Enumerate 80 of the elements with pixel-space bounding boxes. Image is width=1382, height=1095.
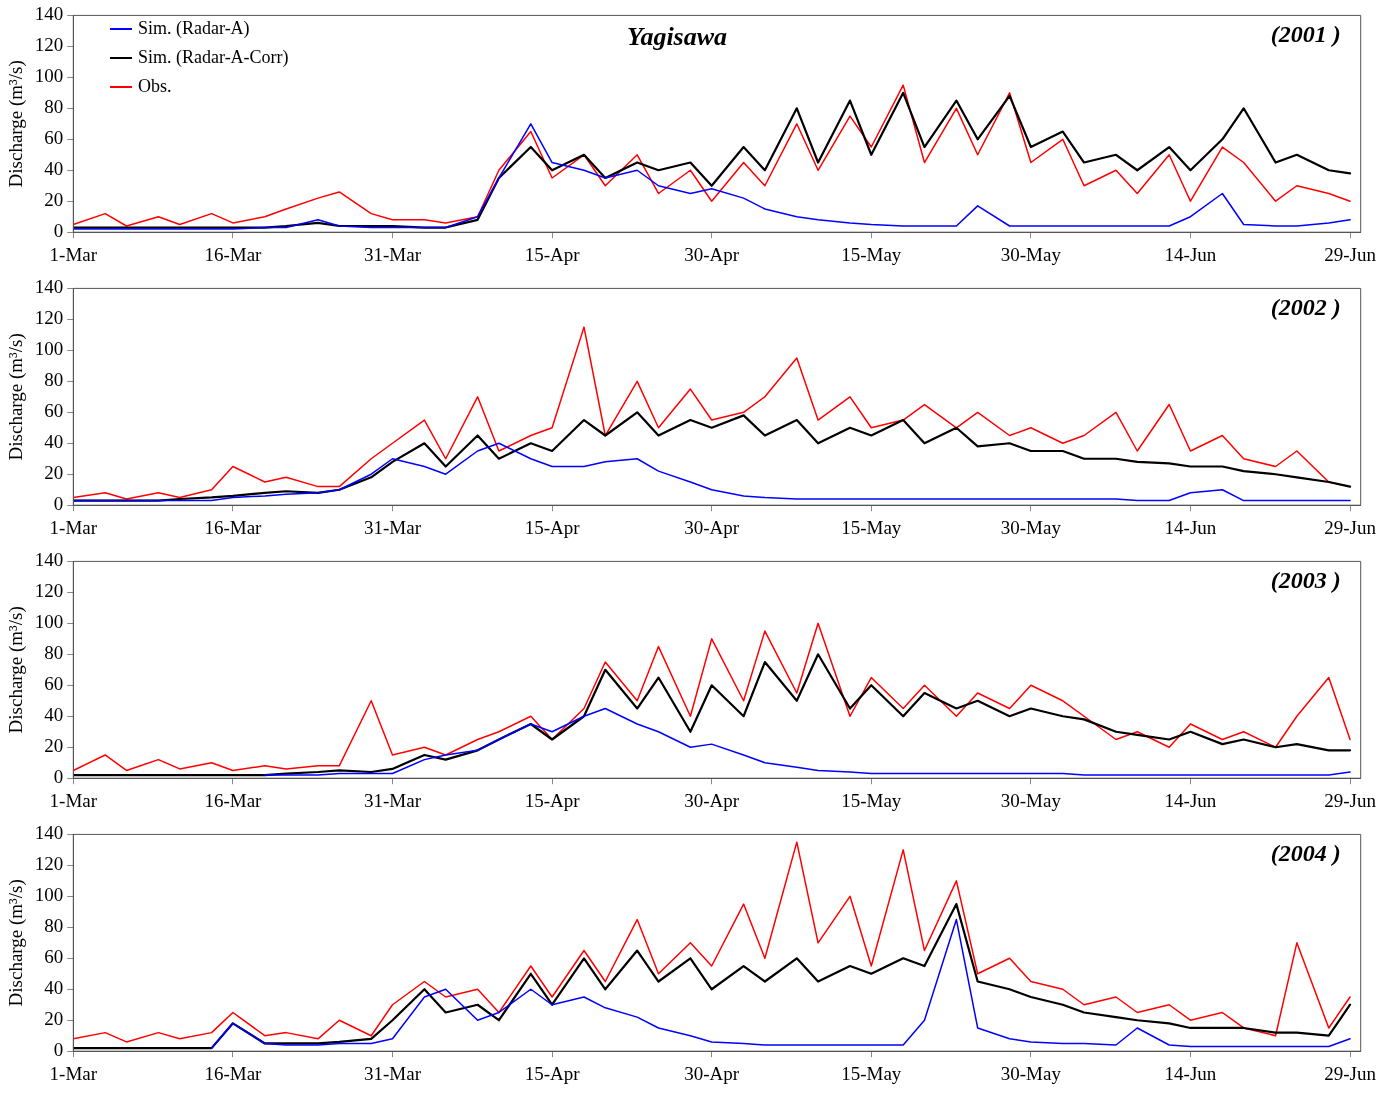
x-tick-label: 29-Jun xyxy=(1324,1062,1377,1084)
x-tick-label: 1-Mar xyxy=(49,789,98,811)
y-tick-label: 100 xyxy=(34,65,64,87)
x-tick-label: 31-Mar xyxy=(364,789,422,811)
y-tick-label: 80 xyxy=(44,642,64,664)
y-tick-label: 40 xyxy=(44,704,64,726)
y-tick-label: 0 xyxy=(53,1039,64,1061)
y-tick-label: 20 xyxy=(44,462,64,484)
annotation: (2004 ) xyxy=(1270,839,1341,866)
y-tick-label: 20 xyxy=(44,735,64,757)
x-tick-label: 1-Mar xyxy=(49,516,98,538)
x-tick-label: 1-Mar xyxy=(49,1062,98,1084)
y-tick-label: 100 xyxy=(34,338,64,360)
y-tick-label: 140 xyxy=(34,3,64,25)
x-tick-label: 29-Jun xyxy=(1324,789,1377,811)
y-tick-label: 120 xyxy=(34,580,64,602)
x-tick-label: 30-May xyxy=(1000,1062,1062,1084)
y-tick-label: 0 xyxy=(53,766,64,788)
y-tick-label: 140 xyxy=(34,549,64,571)
x-tick-label: 30-Apr xyxy=(684,789,740,811)
y-axis-title: Discharge (m³/s) xyxy=(5,60,28,188)
annotation: (2002 ) xyxy=(1270,293,1341,320)
x-tick-label: 31-Mar xyxy=(364,243,422,265)
y-tick-label: 80 xyxy=(44,915,64,937)
y-axis-title: Discharge (m³/s) xyxy=(5,606,28,734)
x-tick-label: 30-May xyxy=(1000,243,1062,265)
y-tick-label: 100 xyxy=(34,884,64,906)
annotation: (2001 ) xyxy=(1270,20,1341,47)
x-tick-label: 16-Mar xyxy=(204,243,263,265)
legend-label: Sim. (Radar-A-Corr) xyxy=(138,46,289,69)
y-tick-label: 40 xyxy=(44,431,64,453)
y-tick-label: 60 xyxy=(44,400,64,422)
x-tick-label: 16-Mar xyxy=(204,1062,263,1084)
y-tick-label: 140 xyxy=(34,822,64,844)
legend-label: Obs. xyxy=(138,75,172,98)
x-tick-label: 30-Apr xyxy=(684,1062,740,1084)
x-tick-label: 15-May xyxy=(841,516,902,538)
x-tick-label: 16-Mar xyxy=(204,516,263,538)
y-tick-label: 20 xyxy=(44,189,64,211)
y-tick-label: 80 xyxy=(44,369,64,391)
y-tick-label: 40 xyxy=(44,158,64,180)
x-tick-label: 15-May xyxy=(841,1062,902,1084)
x-tick-label: 31-Mar xyxy=(364,1062,422,1084)
y-tick-label: 60 xyxy=(44,127,64,149)
x-tick-label: 30-Apr xyxy=(684,516,740,538)
x-tick-label: 15-Apr xyxy=(524,1062,581,1084)
x-tick-label: 14-Jun xyxy=(1164,1062,1217,1084)
y-tick-label: 120 xyxy=(34,853,64,875)
x-tick-label: 16-Mar xyxy=(204,789,263,811)
x-tick-label: 15-Apr xyxy=(524,243,581,265)
x-tick-label: 1-Mar xyxy=(49,243,98,265)
y-tick-label: 0 xyxy=(53,493,64,515)
legend-label: Sim. (Radar-A) xyxy=(138,17,250,40)
x-tick-label: 14-Jun xyxy=(1164,243,1217,265)
y-tick-label: 80 xyxy=(44,96,64,118)
y-tick-label: 60 xyxy=(44,673,64,695)
x-tick-label: 14-Jun xyxy=(1164,516,1217,538)
y-tick-label: 140 xyxy=(34,276,64,298)
y-tick-label: 0 xyxy=(53,220,64,242)
y-tick-label: 100 xyxy=(34,611,64,633)
y-tick-label: 40 xyxy=(44,977,64,999)
x-tick-label: 15-Apr xyxy=(524,789,581,811)
y-tick-label: 20 xyxy=(44,1008,64,1030)
x-tick-label: 30-May xyxy=(1000,516,1062,538)
chart-title: Yagisawa xyxy=(626,22,728,52)
x-tick-label: 14-Jun xyxy=(1164,789,1217,811)
y-tick-label: 120 xyxy=(34,34,64,56)
x-tick-label: 31-Mar xyxy=(364,516,422,538)
x-tick-label: 15-May xyxy=(841,243,902,265)
x-tick-label: 15-Apr xyxy=(524,516,581,538)
y-axis-title: Discharge (m³/s) xyxy=(5,879,28,1007)
y-tick-label: 60 xyxy=(44,946,64,968)
x-tick-label: 29-Jun xyxy=(1324,516,1377,538)
x-tick-label: 15-May xyxy=(841,789,902,811)
x-tick-label: 30-May xyxy=(1000,789,1062,811)
x-tick-label: 30-Apr xyxy=(684,243,740,265)
x-tick-label: 29-Jun xyxy=(1324,243,1377,265)
y-axis-title: Discharge (m³/s) xyxy=(5,333,28,461)
annotation: (2003 ) xyxy=(1270,566,1341,593)
y-tick-label: 120 xyxy=(34,307,64,329)
